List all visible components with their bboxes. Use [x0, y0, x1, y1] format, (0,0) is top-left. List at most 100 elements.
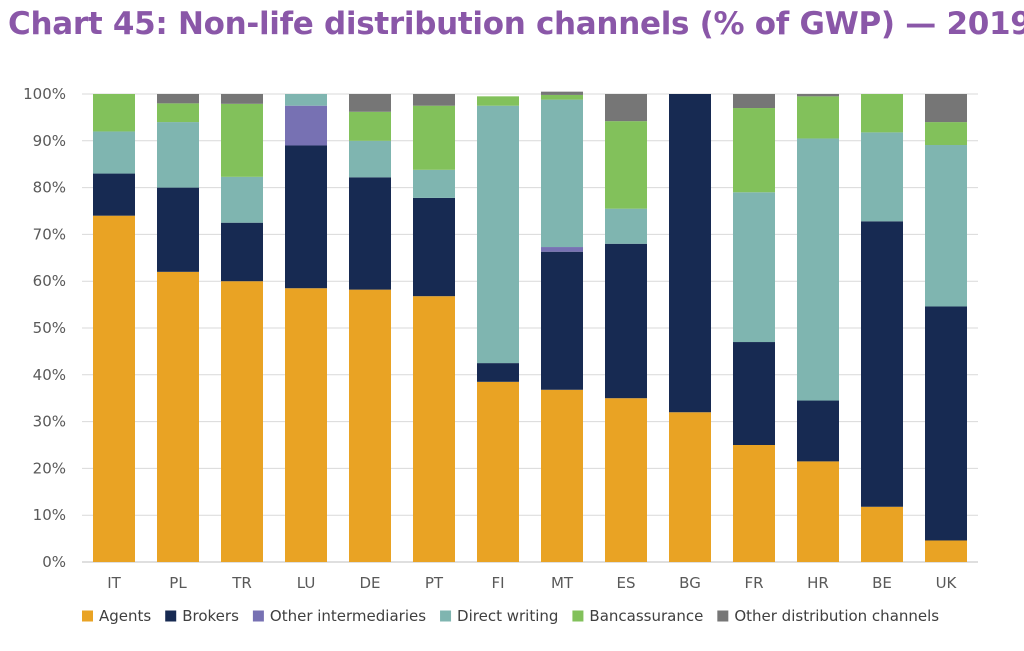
bar-segment-brokers: [157, 187, 199, 272]
x-tick-label: PT: [425, 574, 444, 592]
x-tick-label: DE: [359, 574, 380, 592]
bar-segment-agents: [477, 381, 519, 562]
bar-segment-bancassurance: [541, 94, 583, 100]
legend-label: Bancassurance: [589, 607, 703, 625]
bar-segment-agents: [221, 281, 263, 562]
y-tick-label: 40%: [33, 366, 66, 384]
legend-label: Brokers: [182, 607, 239, 625]
bar-stack-es: [605, 94, 647, 562]
y-tick-label: 80%: [33, 179, 66, 197]
y-tick-label: 90%: [33, 132, 66, 150]
y-axis: 0% 10% 20% 30% 40% 50% 60% 70% 80% 90% 100%: [23, 85, 66, 571]
bar-stack-hr: [797, 94, 839, 562]
x-tick-label: HR: [807, 574, 829, 592]
bar-segment-brokers: [925, 306, 967, 541]
legend-item: Other intermediaries: [252, 607, 426, 625]
bar-segment-bancassurance: [925, 122, 967, 146]
bar-segment-agents: [541, 389, 583, 562]
bar-segment-agents: [157, 271, 199, 562]
bar-segment-direct-writing: [285, 94, 327, 106]
x-tick-label: UK: [936, 574, 958, 592]
y-tick-label: 20%: [33, 459, 66, 477]
bar-stack-pt: [413, 94, 455, 562]
y-tick-label: 100%: [23, 85, 66, 103]
bar-stack-fi: [477, 96, 519, 562]
bar-segment-brokers: [349, 177, 391, 290]
bar-segment-direct-writing: [221, 176, 263, 223]
bar-segment-direct-writing: [413, 169, 455, 198]
bar-segment-other-distribution-channels: [733, 94, 775, 109]
bar-segment-bancassurance: [797, 96, 839, 139]
y-tick-label: 70%: [33, 225, 66, 243]
bar-stack-be: [861, 94, 903, 562]
bar-segment-bancassurance: [349, 111, 391, 141]
bar-segment-agents: [605, 398, 647, 562]
bar-stack-uk: [925, 94, 967, 562]
x-tick-label: FI: [491, 574, 504, 592]
bar-segment-brokers: [477, 363, 519, 382]
legend-swatch: [165, 610, 177, 622]
bar-segment-other-distribution-channels: [605, 94, 647, 122]
x-tick-label: TR: [231, 574, 252, 592]
bar-segment-direct-writing: [733, 192, 775, 343]
bar-segment-other-distribution-channels: [413, 94, 455, 106]
bar-segment-agents: [669, 412, 711, 562]
bar-segment-bancassurance: [413, 105, 455, 170]
bar-segment-direct-writing: [157, 122, 199, 188]
x-tick-label: IT: [107, 574, 121, 592]
legend-swatch: [717, 610, 729, 622]
bar-segment-agents: [93, 215, 135, 562]
x-tick-label: ES: [617, 574, 636, 592]
bar-segment-agents: [413, 296, 455, 562]
bar-segment-direct-writing: [861, 132, 903, 222]
bar-stack-lu: [285, 94, 327, 562]
bar-segment-brokers: [797, 400, 839, 462]
bar-segment-bancassurance: [733, 108, 775, 193]
bar-segment-brokers: [861, 221, 903, 507]
legend-swatch: [572, 610, 584, 622]
bar-segment-direct-writing: [605, 208, 647, 244]
x-tick-label: LU: [297, 574, 316, 592]
bar-stack-de: [349, 94, 391, 562]
bar-segment-direct-writing: [797, 138, 839, 401]
bar-segment-bancassurance: [93, 94, 135, 132]
x-tick-label: BG: [679, 574, 701, 592]
bar-segment-other-distribution-channels: [221, 94, 263, 104]
legend: Agents Brokers Other intermediaries Direct …: [82, 607, 939, 625]
bar-segment-agents: [349, 289, 391, 562]
bar-segment-agents: [285, 288, 327, 562]
x-tick-label: FR: [744, 574, 763, 592]
bar-segment-agents: [925, 540, 967, 562]
bar-segment-bancassurance: [477, 96, 519, 106]
bar-segment-brokers: [93, 173, 135, 216]
bar-segment-other-distribution-channels: [349, 94, 391, 112]
bar-segment-other-intermediaries: [541, 247, 583, 252]
legend-item: Bancassurance: [572, 607, 703, 625]
bar-segment-other-distribution-channels: [157, 94, 199, 104]
bars: [93, 91, 967, 562]
y-tick-label: 60%: [33, 272, 66, 290]
legend-item: Agents: [82, 607, 151, 625]
legend-label: Other intermediaries: [270, 607, 426, 625]
legend-item: Brokers: [165, 607, 239, 625]
bar-segment-agents: [797, 461, 839, 562]
bar-segment-other-intermediaries: [285, 105, 327, 146]
bar-segment-other-distribution-channels: [797, 94, 839, 97]
bar-stack-fr: [733, 94, 775, 562]
bar-segment-other-distribution-channels: [925, 94, 967, 123]
y-tick-label: 0%: [42, 553, 66, 571]
bar-segment-direct-writing: [93, 131, 135, 174]
bar-segment-direct-writing: [349, 140, 391, 178]
bar-segment-brokers: [285, 145, 327, 289]
bar-stack-tr: [221, 94, 263, 562]
bar-stack-bg: [669, 94, 711, 562]
x-tick-label: PL: [169, 574, 187, 592]
x-tick-label: BE: [872, 574, 892, 592]
bar-stack-mt: [541, 91, 583, 562]
bar-segment-brokers: [541, 251, 583, 390]
bar-segment-brokers: [605, 243, 647, 399]
bar-segment-direct-writing: [925, 145, 967, 307]
chart-title: Chart 45: Non-life distribution channels…: [8, 6, 1024, 42]
bar-segment-bancassurance: [221, 103, 263, 177]
